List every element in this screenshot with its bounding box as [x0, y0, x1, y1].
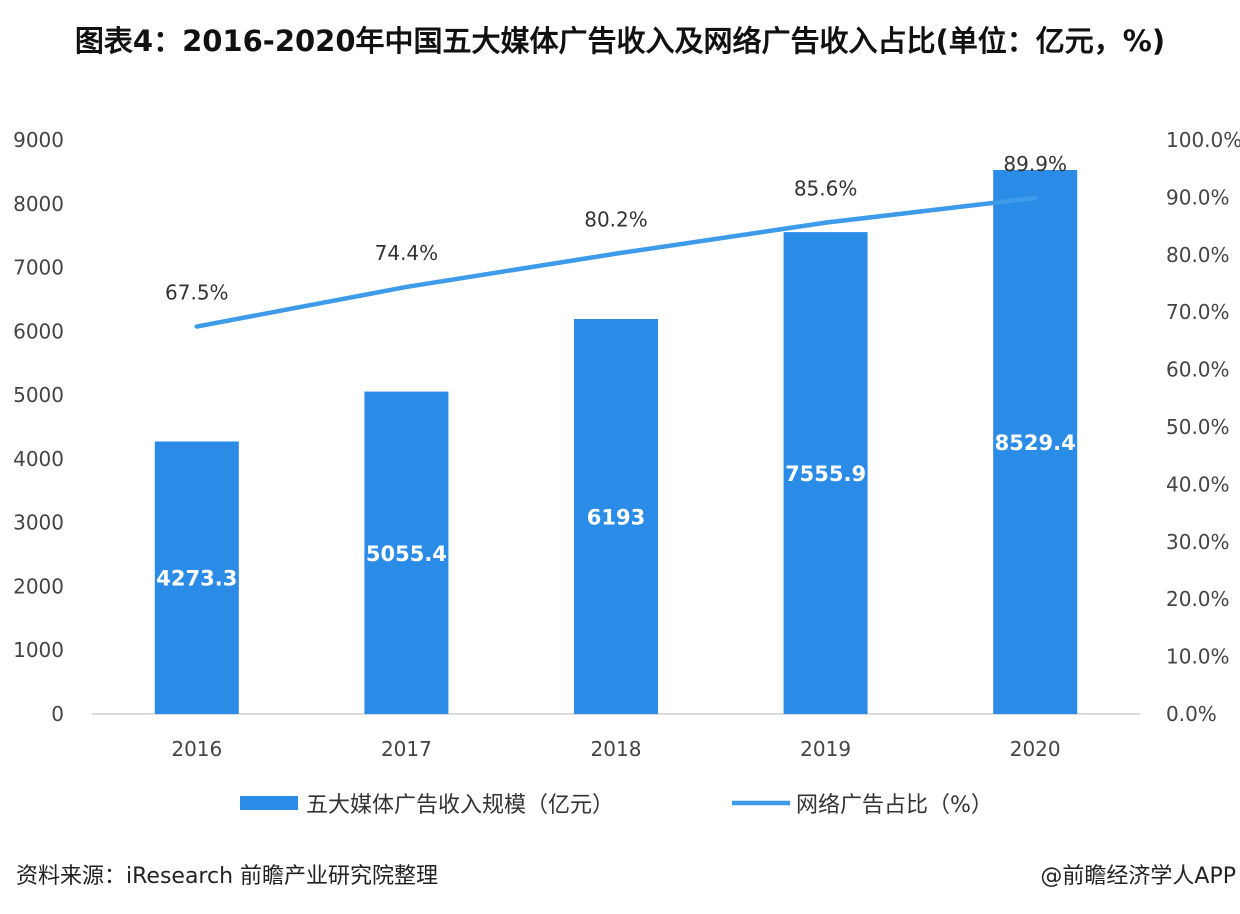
- y-right-tick-label: 0.0%: [1166, 702, 1217, 726]
- legend-bar-label: 五大媒体广告收入规模（亿元）: [306, 793, 614, 818]
- y-left-tick-label: 0: [51, 702, 64, 726]
- bar: [574, 319, 658, 714]
- y-left-tick-label: 3000: [13, 511, 64, 535]
- y-left-tick-label: 8000: [13, 192, 64, 216]
- y-left-tick-label: 4000: [13, 447, 64, 471]
- bar-data-label: 4273.3: [156, 567, 237, 591]
- chart-title: 图表4：2016-2020年中国五大媒体广告收入及网络广告收入占比(单位：亿元，…: [74, 24, 1166, 58]
- bar-data-label: 7555.9: [785, 462, 866, 486]
- legend-bar-swatch: [240, 796, 298, 810]
- line-point: [1033, 195, 1038, 200]
- x-tick-label: 2020: [1010, 737, 1061, 761]
- source-note: 资料来源：iResearch 前瞻产业研究院整理: [16, 864, 439, 889]
- y-left-tick-label: 7000: [13, 256, 64, 280]
- y-left-tick-label: 1000: [13, 638, 64, 662]
- legend-line-label: 网络广告占比（%）: [796, 793, 993, 818]
- credit-note: @前瞻经济学人APP: [1040, 864, 1236, 889]
- y-right-tick-label: 60.0%: [1166, 358, 1230, 382]
- y-right-tick-label: 80.0%: [1166, 243, 1230, 267]
- bar-data-label: 6193: [587, 506, 645, 530]
- bar: [364, 391, 449, 714]
- x-tick-label: 2019: [800, 737, 851, 761]
- y-left-tick-label: 6000: [13, 319, 64, 343]
- y-right-tick-label: 20.0%: [1166, 587, 1230, 611]
- y-left-tick-label: 2000: [13, 574, 64, 598]
- line-point: [823, 220, 828, 225]
- bar-data-label: 8529.4: [995, 431, 1076, 455]
- line-point: [404, 284, 409, 289]
- y-right-tick-label: 90.0%: [1166, 185, 1230, 209]
- line-data-label: 74.4%: [375, 241, 439, 265]
- y-right-tick-label: 30.0%: [1166, 530, 1230, 554]
- x-tick-label: 2017: [381, 737, 432, 761]
- y-right-tick-label: 40.0%: [1166, 472, 1230, 496]
- bar: [993, 170, 1078, 715]
- bar-data-label: 5055.4: [366, 542, 447, 566]
- bar: [783, 232, 868, 714]
- x-tick-label: 2016: [171, 737, 222, 761]
- line-data-label: 80.2%: [584, 208, 648, 232]
- y-right-tick-label: 50.0%: [1166, 415, 1230, 439]
- line-data-label: 85.6%: [794, 177, 858, 201]
- y-left-tick-label: 5000: [13, 383, 64, 407]
- line-point: [194, 324, 199, 329]
- x-tick-label: 2018: [591, 737, 642, 761]
- line-data-label: 67.5%: [165, 281, 229, 305]
- bar: [154, 441, 239, 714]
- y-right-tick-label: 70.0%: [1166, 300, 1230, 324]
- y-right-tick-label: 100.0%: [1166, 128, 1240, 152]
- y-left-tick-label: 9000: [13, 128, 64, 152]
- line-point: [614, 251, 618, 256]
- line-data-label: 89.9%: [1003, 152, 1067, 176]
- y-right-tick-label: 10.0%: [1166, 645, 1230, 669]
